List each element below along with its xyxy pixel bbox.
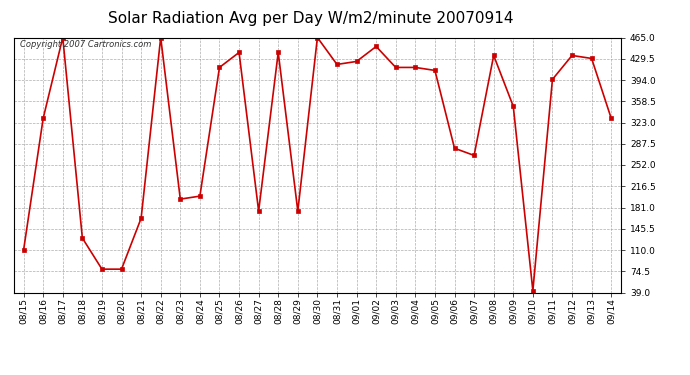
Text: Solar Radiation Avg per Day W/m2/minute 20070914: Solar Radiation Avg per Day W/m2/minute … — [108, 11, 513, 26]
Text: Copyright 2007 Cartronics.com: Copyright 2007 Cartronics.com — [20, 40, 151, 49]
